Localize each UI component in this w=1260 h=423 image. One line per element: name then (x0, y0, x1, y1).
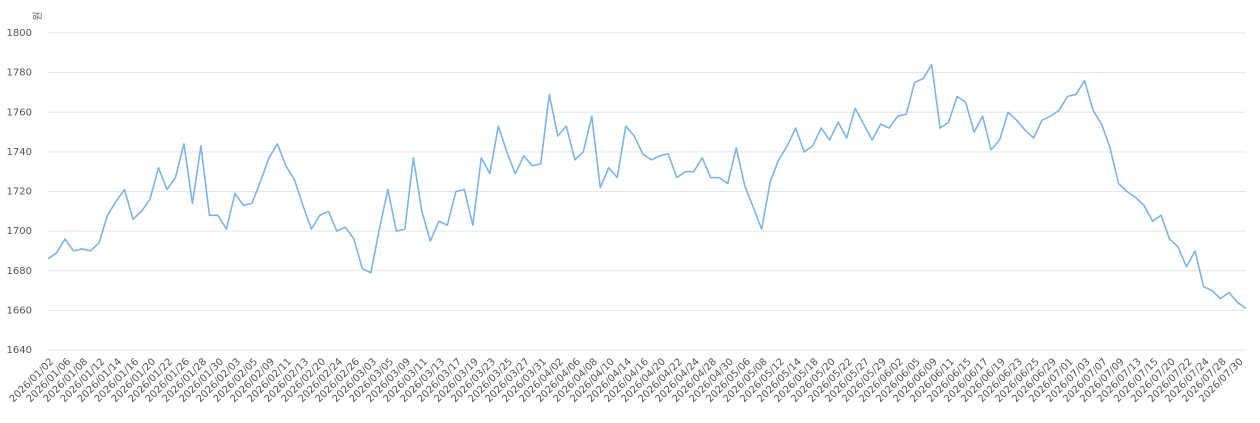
y-tick-label: 1740 (7, 147, 32, 158)
y-tick-label: 1780 (7, 68, 32, 79)
y-tick-label: 1720 (7, 187, 32, 198)
y-tick-label: 1760 (7, 107, 32, 118)
y-tick-label: 1680 (7, 266, 32, 277)
y-tick-label: 1660 (7, 305, 32, 316)
y-tick-label: 1640 (7, 345, 32, 356)
price-line (47, 63, 1247, 310)
y-tick-label: 1800 (7, 28, 32, 39)
y-axis-label: 원 (32, 11, 44, 20)
y-tick-label: 1700 (7, 226, 32, 237)
